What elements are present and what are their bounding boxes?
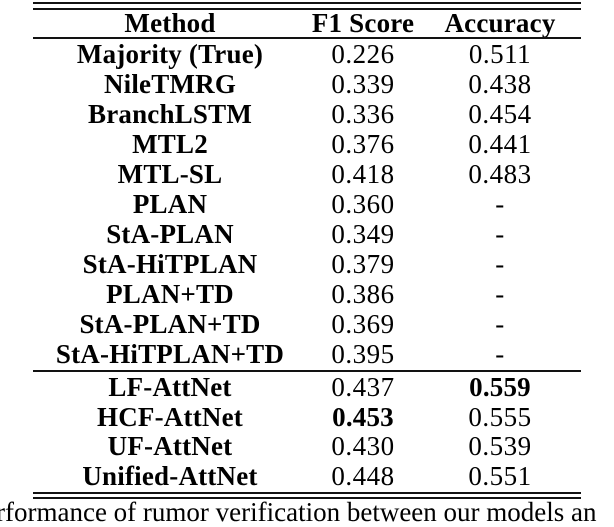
cell-f1-score: 0.418 (331, 158, 395, 189)
table-row: MTL-SL 0.418 0.483 (33, 159, 581, 189)
cell-f1-score: 0.339 (331, 68, 395, 99)
table-row: Majority (True) 0.226 0.511 (33, 39, 581, 69)
cell-f1-score: 0.386 (331, 278, 395, 309)
table-row: BranchLSTM 0.336 0.454 (33, 99, 581, 129)
cell-accuracy: - (495, 188, 505, 219)
cell-method: PLAN+TD (106, 278, 234, 309)
cell-method: StA-HiTPLAN+TD (55, 338, 285, 369)
table-row: PLAN+TD 0.386 - (33, 279, 581, 309)
cell-f1-score: 0.360 (331, 188, 395, 219)
table-body-our-models: LF-AttNet 0.437 0.559 HCF-AttNet 0.453 0.555 U… (33, 373, 581, 491)
cell-method: PLAN (132, 188, 208, 219)
table-header-rule (33, 37, 581, 39)
cell-method: HCF-AttNet (97, 401, 243, 432)
cell-f1-score: 0.379 (331, 248, 395, 279)
table-row: LF-AttNet 0.437 0.559 (33, 373, 581, 403)
table-row: StA-PLAN 0.349 - (33, 219, 581, 249)
cell-method: BranchLSTM (87, 98, 253, 129)
cell-accuracy: - (495, 248, 505, 279)
cell-f1-score: 0.369 (331, 308, 395, 339)
cell-method: MTL2 (132, 128, 208, 159)
cell-method: Majority (True) (76, 38, 264, 69)
table-row: HCF-AttNet 0.453 0.555 (33, 403, 581, 433)
table-bottom-rule-outer (33, 497, 581, 499)
cell-f1-score: 0.226 (331, 38, 395, 69)
table-row: Unified-AttNet 0.448 0.551 (33, 462, 581, 492)
cell-accuracy: 0.454 (468, 98, 532, 129)
table-mid-rule (33, 370, 581, 372)
cell-accuracy: 0.559 (469, 372, 531, 403)
column-header-accuracy: Accuracy (444, 7, 556, 38)
cell-method: LF-AttNet (108, 372, 232, 403)
cell-f1-score: 0.336 (331, 98, 395, 129)
table-top-rule-outer (33, 2, 581, 4)
table-row: UF-AttNet 0.430 0.539 (33, 432, 581, 462)
table-caption: rformance of rumor verification between … (0, 497, 597, 527)
cell-accuracy: 0.551 (468, 460, 532, 491)
table-header-row: Method F1 Score Accuracy (33, 9, 581, 37)
cell-accuracy: 0.539 (468, 431, 532, 462)
cell-f1-score: 0.453 (332, 401, 394, 432)
cell-accuracy: - (495, 308, 505, 339)
cell-accuracy: - (495, 278, 505, 309)
cell-f1-score: 0.448 (331, 460, 395, 491)
table-row: StA-HiTPLAN 0.379 - (33, 249, 581, 279)
cell-method: StA-HiTPLAN (82, 248, 258, 279)
table-body-baselines: Majority (True) 0.226 0.511 NileTMRG 0.339 0.… (33, 39, 581, 369)
table-bottom-rule-inner (33, 492, 581, 494)
cell-method: MTL-SL (117, 158, 223, 189)
cell-accuracy: 0.441 (468, 128, 532, 159)
table-row: NileTMRG 0.339 0.438 (33, 69, 581, 99)
column-header-f1-score: F1 Score (311, 7, 415, 38)
cell-f1-score: 0.349 (331, 218, 395, 249)
cell-f1-score: 0.376 (331, 128, 395, 159)
cell-accuracy: 0.438 (468, 68, 532, 99)
cell-f1-score: 0.395 (331, 338, 395, 369)
column-header-method: Method (124, 7, 216, 38)
cell-method: StA-PLAN (106, 218, 234, 249)
cell-accuracy: 0.483 (468, 158, 532, 189)
cell-method: UF-AttNet (107, 431, 233, 462)
cell-accuracy: - (495, 338, 505, 369)
cell-f1-score: 0.437 (331, 372, 395, 403)
cell-accuracy: 0.555 (468, 401, 532, 432)
cell-f1-score: 0.430 (331, 431, 395, 462)
table-row: StA-HiTPLAN+TD 0.395 - (33, 339, 581, 369)
table-top-rule-inner (33, 8, 581, 10)
cell-accuracy: 0.511 (468, 38, 532, 69)
cell-method: NileTMRG (103, 68, 237, 99)
cell-method: StA-PLAN+TD (79, 308, 261, 339)
table-row: PLAN 0.360 - (33, 189, 581, 219)
table-row: StA-PLAN+TD 0.369 - (33, 309, 581, 339)
cell-accuracy: - (495, 218, 505, 249)
cell-method: Unified-AttNet (82, 460, 258, 491)
table-row: MTL2 0.376 0.441 (33, 129, 581, 159)
